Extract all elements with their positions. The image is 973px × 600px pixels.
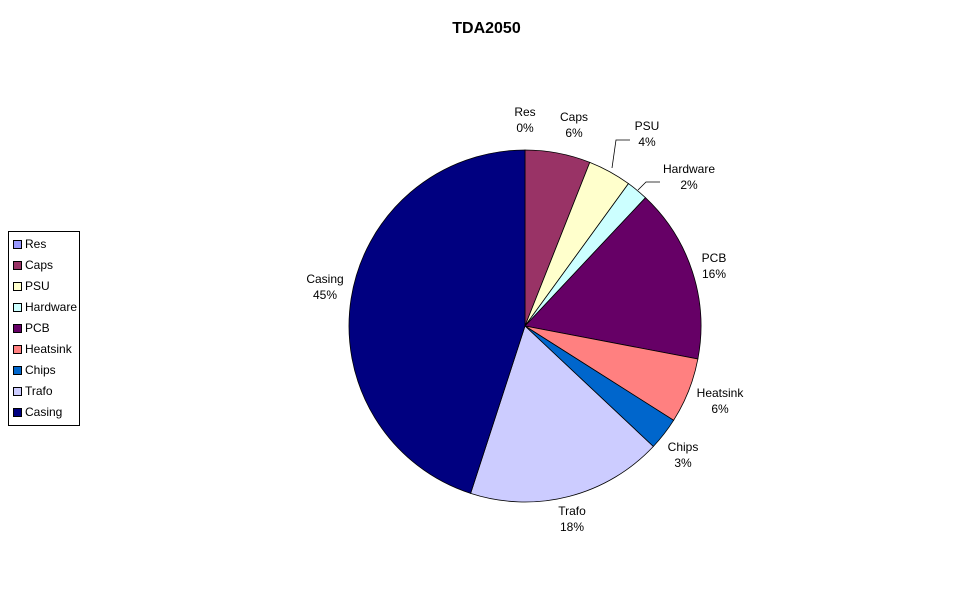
leader-line-hardware: [637, 181, 660, 191]
chart-legend: Res Caps PSU Hardware PCB Heatsink Chips Trafo C…: [8, 231, 80, 426]
legend-item-caps: Caps: [9, 255, 79, 276]
pie-slices: [348, 149, 702, 503]
pie-slice-pcb: [524, 197, 702, 360]
slice-label-trafo: Trafo 18%: [558, 504, 586, 534]
leader-lines: [611, 139, 660, 191]
slice-label-heatsink: Heatsink 6%: [697, 386, 745, 416]
legend-swatch: [13, 240, 22, 249]
legend-swatch: [13, 324, 22, 333]
legend-swatch: [13, 303, 22, 312]
pie-slice-casing: [348, 149, 526, 494]
legend-label: Res: [25, 237, 47, 251]
slice-label-chips: Chips 3%: [668, 440, 699, 470]
slice-label-pcb: PCB 16%: [702, 251, 727, 281]
slice-label-res: Res 0%: [514, 105, 535, 135]
chart-title: TDA2050: [452, 20, 521, 37]
slice-label-caps: Caps 6%: [560, 110, 588, 140]
pie-slice-trafo: [470, 325, 654, 503]
legend-label: Heatsink: [25, 342, 72, 356]
slice-label-casing: Casing 45%: [306, 272, 343, 302]
legend-item-trafo: Trafo: [9, 381, 79, 402]
slice-label-psu: PSU 4%: [635, 119, 660, 149]
legend-label: Casing: [25, 405, 63, 419]
legend-swatch: [13, 282, 22, 291]
legend-item-heatsink: Heatsink: [9, 339, 79, 360]
legend-label: PCB: [25, 321, 50, 335]
legend-swatch: [13, 261, 22, 270]
slice-label-hardware: Hardware 2%: [663, 162, 715, 192]
legend-item-psu: PSU: [9, 276, 79, 297]
slice-labels: Res 0% Caps 6% PSU 4%Hardware 2% PCB 16% Heatsink…: [306, 105, 744, 534]
legend-item-res: Res: [9, 234, 79, 255]
legend-item-hardware: Hardware: [9, 297, 79, 318]
legend-label: PSU: [25, 279, 50, 293]
legend-label: Trafo: [25, 384, 53, 398]
legend-swatch: [13, 387, 22, 396]
legend-item-casing: Casing: [9, 402, 79, 423]
legend-label: Chips: [25, 363, 56, 377]
legend-swatch: [13, 345, 22, 354]
legend-swatch: [13, 366, 22, 375]
legend-item-chips: Chips: [9, 360, 79, 381]
leader-line-psu: [611, 139, 630, 169]
legend-item-pcb: PCB: [9, 318, 79, 339]
legend-label: Caps: [25, 258, 54, 272]
legend-label: Hardware: [25, 300, 78, 314]
legend-swatch: [13, 408, 22, 417]
